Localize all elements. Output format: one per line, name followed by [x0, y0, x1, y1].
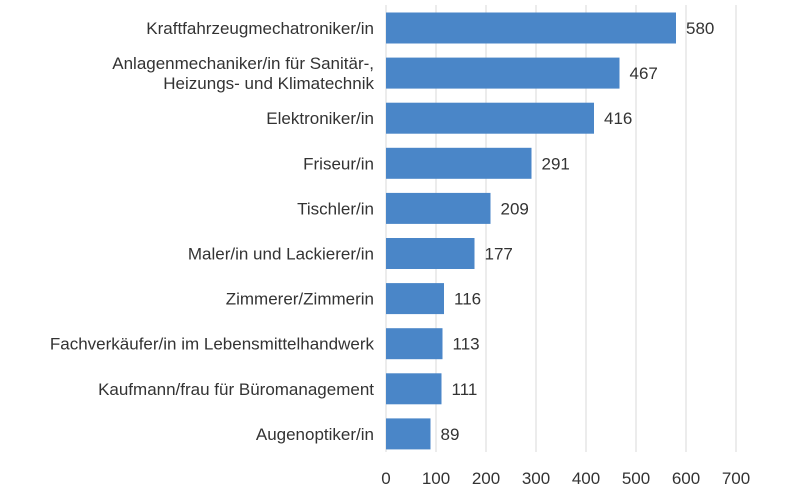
data-label: 580 [686, 19, 714, 38]
bar [386, 192, 491, 224]
category-label: Augenoptiker/in [256, 425, 374, 444]
data-label: 291 [542, 154, 570, 173]
category-label: Elektroniker/in [266, 109, 374, 128]
bar [386, 418, 431, 450]
value-labels: 580 467 416 291 209 177 116 113 111 89 [441, 19, 715, 444]
data-label: 209 [501, 199, 529, 218]
category-label: Maler/in und Lackierer/in [188, 245, 374, 264]
category-label: Fachverkäufer/in im Lebensmittelhandwerk [50, 335, 375, 354]
data-label: 416 [604, 109, 632, 128]
x-tick-label: 700 [722, 469, 750, 488]
data-label: 116 [454, 290, 481, 309]
data-label: 177 [485, 245, 513, 264]
x-axis-ticks: 0 100 200 300 400 500 600 700 [381, 469, 750, 488]
x-tick-label: 300 [522, 469, 550, 488]
x-tick-label: 200 [472, 469, 500, 488]
category-labels: Kraftfahrzeugmechatroniker/in Anlagenmech… [50, 19, 375, 444]
bar [386, 102, 594, 134]
category-label: Kraftfahrzeugmechatroniker/in [146, 19, 374, 38]
x-tick-label: 0 [381, 469, 390, 488]
bar [386, 147, 532, 179]
bar [386, 283, 444, 315]
category-label: Heizungs- und Klimatechnik [163, 74, 374, 93]
bar [386, 328, 443, 360]
data-label: 89 [441, 425, 460, 444]
x-tick-label: 600 [672, 469, 700, 488]
data-label: 111 [452, 380, 478, 399]
data-label: 467 [630, 64, 658, 83]
category-label: Kaufmann/frau für Büromanagement [98, 380, 374, 399]
bar [386, 238, 475, 269]
category-label: Anlagenmechaniker/in für Sanitär-, [112, 54, 374, 73]
x-tick-label: 100 [422, 469, 450, 488]
bar [386, 373, 442, 405]
x-tick-label: 500 [622, 469, 650, 488]
data-label: 113 [453, 335, 480, 354]
bar [386, 12, 676, 44]
bars [386, 12, 676, 450]
x-tick-label: 400 [572, 469, 600, 488]
category-label: Friseur/in [303, 154, 374, 173]
category-label: Tischler/in [297, 199, 374, 218]
category-label: Zimmerer/Zimmerin [226, 290, 374, 309]
bar [386, 57, 620, 89]
